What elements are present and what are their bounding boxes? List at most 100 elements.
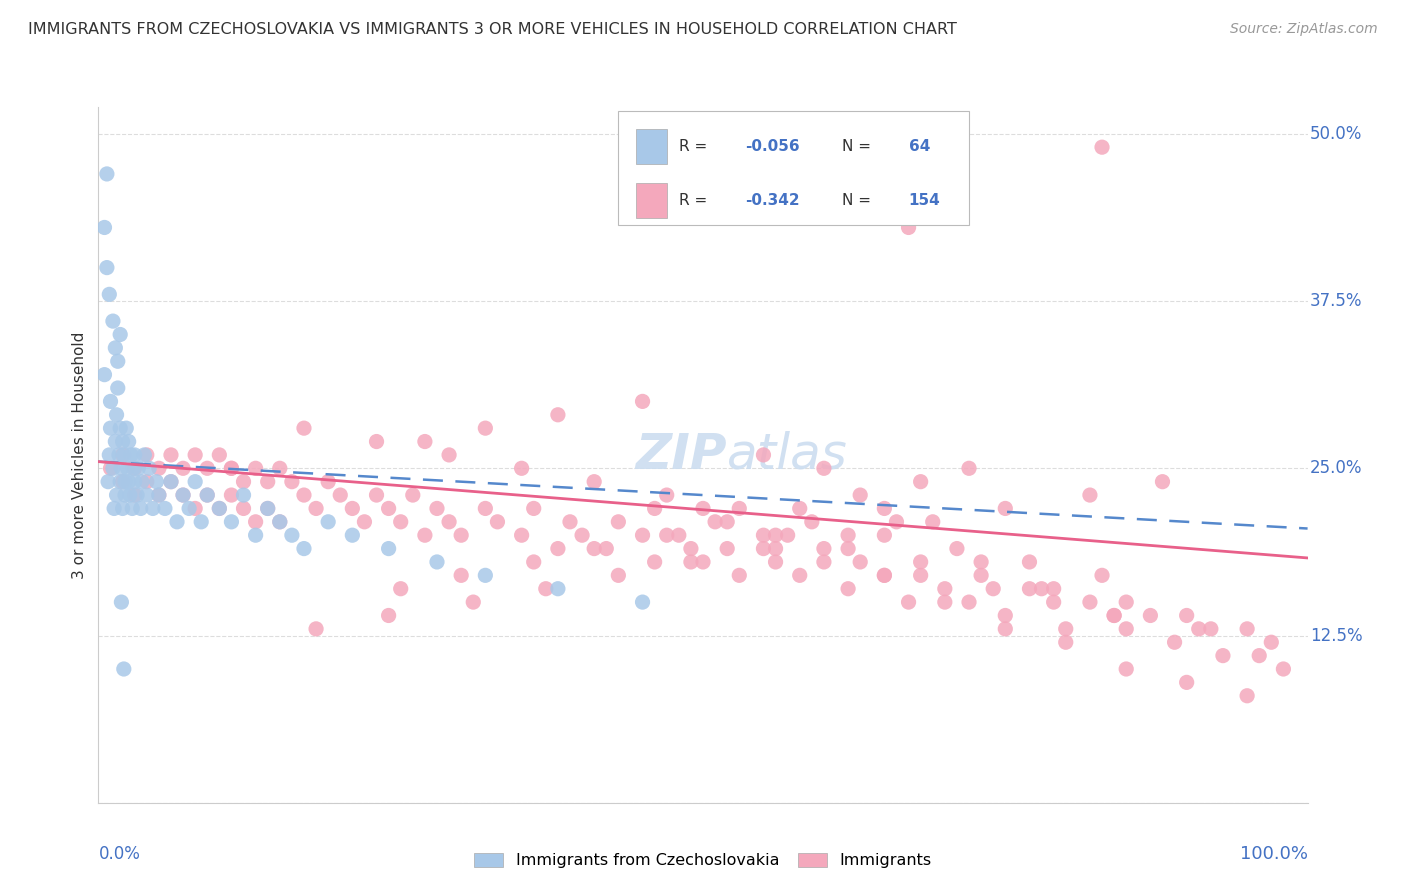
Point xyxy=(994,608,1017,623)
Point xyxy=(716,541,738,556)
Text: 50.0%: 50.0% xyxy=(1310,125,1362,143)
Point xyxy=(316,515,339,529)
Point xyxy=(1175,675,1198,690)
Point xyxy=(269,515,291,529)
Point xyxy=(873,501,896,516)
Point xyxy=(910,475,932,489)
Point xyxy=(184,448,207,462)
Point xyxy=(1212,648,1234,663)
Text: Source: ZipAtlas.com: Source: ZipAtlas.com xyxy=(1230,22,1378,37)
Text: 37.5%: 37.5% xyxy=(1310,292,1362,310)
Y-axis label: 3 or more Vehicles in Household: 3 or more Vehicles in Household xyxy=(72,331,87,579)
Point xyxy=(474,568,496,582)
Point xyxy=(437,448,460,462)
Point xyxy=(426,555,449,569)
Point xyxy=(124,475,146,489)
Point xyxy=(108,327,131,342)
Point xyxy=(837,541,859,556)
Point xyxy=(1091,140,1114,154)
Point xyxy=(93,368,115,382)
Point xyxy=(342,528,364,542)
Point xyxy=(1272,662,1295,676)
Point xyxy=(1260,635,1282,649)
Point xyxy=(96,260,118,275)
Point xyxy=(789,501,811,516)
Point xyxy=(981,582,1004,596)
Point xyxy=(111,434,134,449)
Point xyxy=(789,568,811,582)
Point xyxy=(389,515,412,529)
Point xyxy=(571,528,593,542)
Point xyxy=(413,528,436,542)
Point xyxy=(510,461,533,475)
Text: -0.342: -0.342 xyxy=(745,193,800,208)
Point xyxy=(232,475,254,489)
Text: N =: N = xyxy=(842,193,876,208)
Point xyxy=(463,595,485,609)
Point xyxy=(1054,635,1077,649)
Point xyxy=(121,501,143,516)
Point xyxy=(245,528,267,542)
Point xyxy=(329,488,352,502)
Text: IMMIGRANTS FROM CZECHOSLOVAKIA VS IMMIGRANTS 3 OR MORE VEHICLES IN HOUSEHOLD COR: IMMIGRANTS FROM CZECHOSLOVAKIA VS IMMIGR… xyxy=(28,22,957,37)
Point xyxy=(800,515,823,529)
Text: -0.056: -0.056 xyxy=(745,139,800,153)
Point xyxy=(607,515,630,529)
Point xyxy=(118,475,141,489)
Point xyxy=(184,475,207,489)
Point xyxy=(135,448,157,462)
Point xyxy=(104,434,127,449)
Point xyxy=(1163,635,1185,649)
Point xyxy=(160,475,183,489)
Point xyxy=(1236,622,1258,636)
Point xyxy=(101,314,124,328)
Text: atlas: atlas xyxy=(727,431,848,479)
Point xyxy=(118,488,141,502)
Text: N =: N = xyxy=(842,139,876,153)
Point xyxy=(1152,475,1174,489)
Point xyxy=(873,528,896,542)
Point xyxy=(366,488,388,502)
Point xyxy=(122,461,145,475)
Point xyxy=(728,568,751,582)
Point xyxy=(107,381,129,395)
Point xyxy=(120,448,142,462)
Point xyxy=(190,515,212,529)
Point xyxy=(127,461,149,475)
Point xyxy=(957,595,980,609)
Point xyxy=(103,501,125,516)
Point xyxy=(110,461,132,475)
Point xyxy=(129,501,152,516)
Point xyxy=(138,461,160,475)
Point xyxy=(1102,608,1125,623)
Point xyxy=(1188,622,1211,636)
Point xyxy=(118,434,141,449)
Point xyxy=(166,515,188,529)
Point xyxy=(177,501,201,516)
Point xyxy=(946,541,969,556)
Point xyxy=(269,515,291,529)
Point xyxy=(117,461,139,475)
Point xyxy=(124,448,146,462)
Point xyxy=(752,528,775,542)
Point xyxy=(195,488,218,502)
Point xyxy=(153,501,176,516)
Point xyxy=(377,501,399,516)
Point xyxy=(110,595,132,609)
Legend: Immigrants from Czechoslovakia, Immigrants: Immigrants from Czechoslovakia, Immigran… xyxy=(468,847,938,875)
Point xyxy=(934,595,956,609)
Point xyxy=(292,541,315,556)
Point xyxy=(221,461,243,475)
Point xyxy=(105,488,128,502)
Point xyxy=(1236,689,1258,703)
Point xyxy=(1078,595,1101,609)
Point xyxy=(111,501,134,516)
Point xyxy=(108,448,131,462)
Point xyxy=(631,394,654,409)
Point xyxy=(127,488,149,502)
Point xyxy=(145,475,167,489)
Point xyxy=(474,421,496,435)
Point xyxy=(1249,648,1271,663)
Point xyxy=(765,555,787,569)
Point xyxy=(547,582,569,596)
